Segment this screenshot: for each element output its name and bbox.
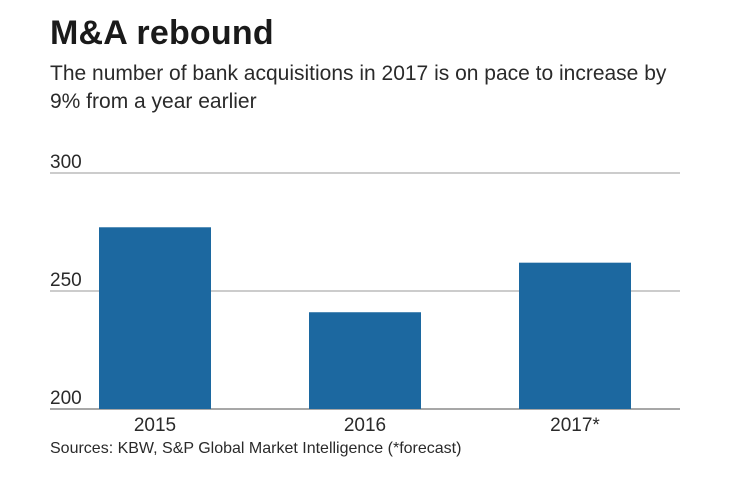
chart-subtitle: The number of bank acquisitions in 2017 … <box>50 62 667 113</box>
x-category-label-2016: 2016 <box>344 415 386 436</box>
x-category-label-2015: 2015 <box>134 415 176 436</box>
bar-2017* <box>519 262 631 409</box>
source-note: Sources: KBW, S&P Global Market Intellig… <box>50 440 462 457</box>
x-category-label-2017*: 2017* <box>550 415 600 436</box>
y-tick-label-300: 300 <box>50 152 82 173</box>
bars <box>99 227 631 409</box>
chart-title: M&A rebound <box>50 14 274 52</box>
y-tick-label-250: 250 <box>50 270 82 291</box>
y-tick-label-200: 200 <box>50 388 82 409</box>
bar-2015 <box>99 227 211 409</box>
y-tick-labels: 300 250 200 <box>50 152 82 409</box>
bar-2016 <box>309 312 421 409</box>
x-category-labels: 2015 2016 2017* <box>134 415 601 436</box>
